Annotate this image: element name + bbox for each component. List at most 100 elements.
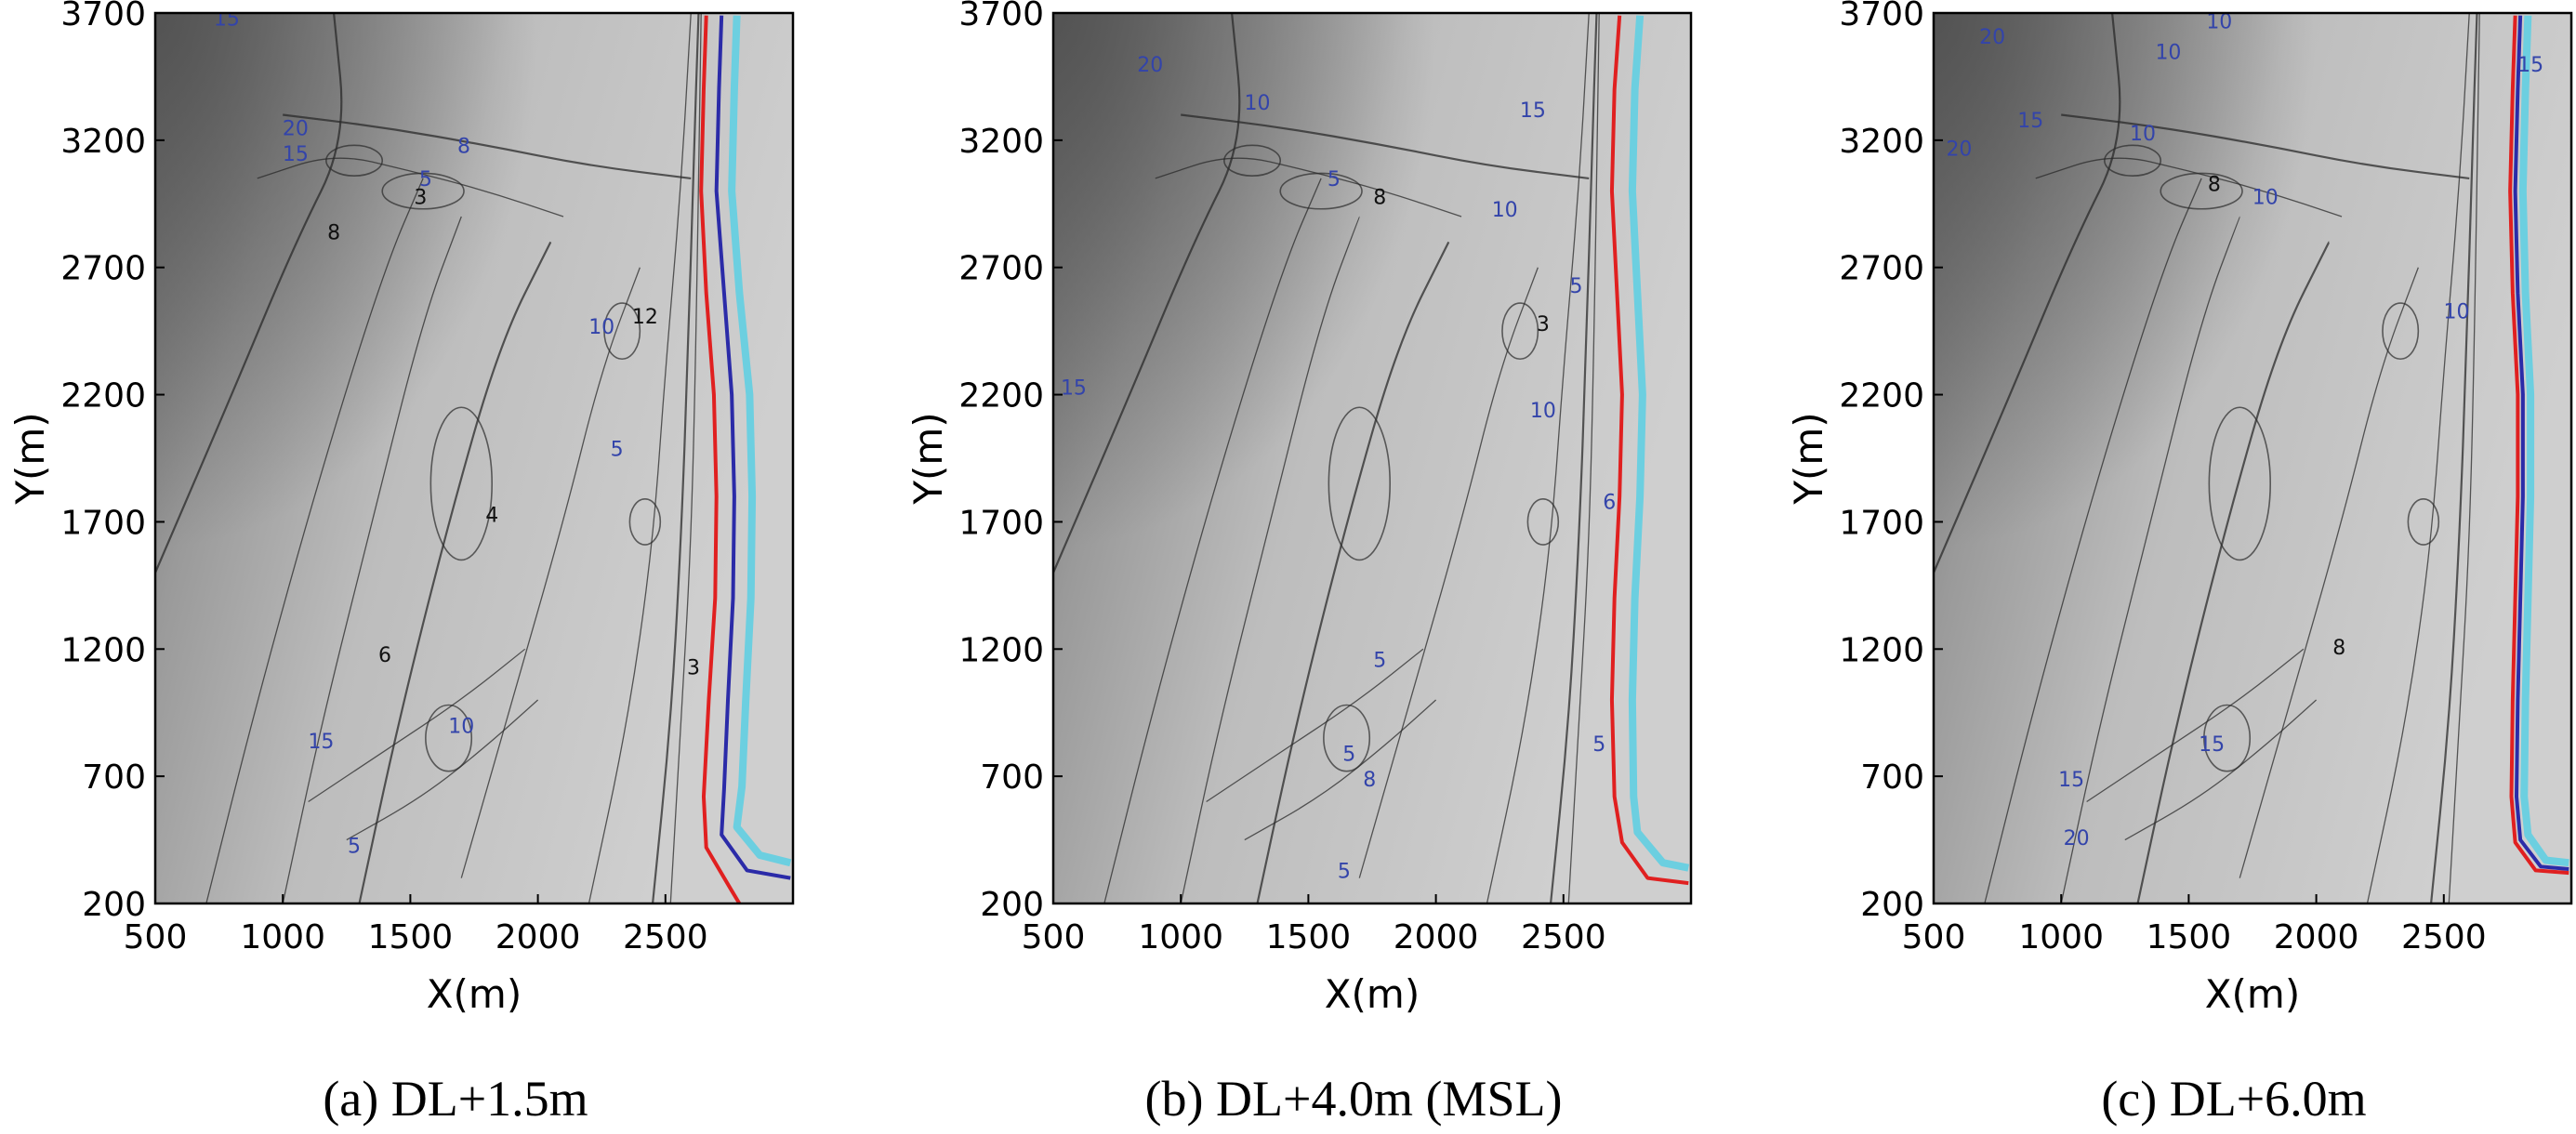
y-tick-label: 2700: [1839, 250, 1924, 288]
contour-label: 10: [588, 316, 614, 339]
shoal-contour: [381, 172, 465, 210]
contour-label: 20: [283, 117, 309, 140]
shoal-contour: [2104, 144, 2162, 177]
shoal-contour: [603, 302, 641, 361]
contour-label: 5: [1338, 861, 1351, 884]
contour-line: [1549, 13, 1598, 903]
contour-label: 8: [1363, 769, 1376, 792]
y-tick-label: 1700: [1839, 504, 1924, 542]
x-tick-label: 2500: [2401, 918, 2487, 956]
plot-frame: [1932, 11, 2573, 905]
contour-label: 3: [414, 186, 427, 209]
contour-label: 10: [1530, 400, 1556, 423]
contour-line: [1181, 113, 1590, 180]
contour-line: [1206, 648, 1424, 803]
panel-caption: (a) DL+1.5m: [323, 1071, 588, 1127]
x-tick-label: 500: [124, 918, 188, 956]
deep-water-shade: [155, 13, 793, 903]
contour-label: 15: [1520, 99, 1546, 123]
panel-caption: (b) DL+4.0m (MSL): [1145, 1071, 1563, 1127]
plot-frame: [153, 11, 795, 905]
y-tick-label: 3700: [1839, 0, 1924, 33]
y-tick-label: 700: [980, 758, 1044, 797]
contour-label: 8: [327, 222, 340, 245]
x-tick-label: 2500: [623, 918, 708, 956]
y-tick-label: 700: [82, 758, 146, 797]
shoreline-blue: [714, 15, 791, 880]
shoreline-red: [2508, 15, 2569, 876]
contour-line: [669, 13, 702, 903]
contour-line: [205, 178, 424, 903]
x-tick-label: 2000: [1394, 918, 1479, 956]
contour-label: 8: [2208, 174, 2221, 197]
shoal-contour: [2203, 704, 2252, 772]
shoreline-cyan: [1628, 15, 1690, 872]
deep-water-shade: [1934, 13, 2571, 903]
shoreline-blue: [2513, 15, 2569, 872]
contour-label: 6: [378, 644, 391, 667]
shoal-contour: [2407, 497, 2440, 546]
plot-frame: [1051, 11, 1693, 905]
contour-label: 15: [308, 731, 334, 754]
y-tick-label: 1200: [1839, 631, 1924, 669]
y-tick-label: 200: [1860, 886, 1924, 924]
contour-label: 4: [485, 504, 498, 527]
shoreline-cyan: [2518, 15, 2569, 867]
x-axis-title: X(m): [2205, 971, 2300, 1017]
x-tick-label: 500: [1902, 918, 1966, 956]
y-tick-label: 3200: [1839, 123, 1924, 161]
x-tick-label: 2500: [1521, 918, 1606, 956]
shoal-contour: [429, 406, 494, 561]
panel-c: 20 15 20 10 10 10 10 8 15 10 8 15 15 20 500 1000 1500 200…: [1786, 0, 2573, 1127]
contour-label: 10: [2155, 41, 2181, 64]
contour-label: 20: [1137, 54, 1163, 77]
shoal-contour: [1279, 172, 1363, 210]
contour-line: [2366, 13, 2470, 903]
x-tick-label: 1500: [2147, 918, 2232, 956]
x-tick-label: 1500: [368, 918, 454, 956]
y-tick-label: 2200: [1839, 377, 1924, 415]
x-tick-label: 1000: [2018, 918, 2104, 956]
contour-line: [2136, 241, 2331, 903]
contour-label: 15: [2058, 769, 2084, 792]
x-tick-label: 2000: [2274, 918, 2359, 956]
shoal-contour: [1526, 497, 1560, 546]
x-tick-label: 1000: [1138, 918, 1223, 956]
y-axis-title: Y(m): [1786, 412, 1831, 505]
contour-line: [257, 157, 564, 218]
contour-label: 10: [448, 716, 474, 739]
panel-caption: (c) DL+6.0m: [2101, 1071, 2366, 1127]
shoal-contour: [425, 704, 473, 772]
contour-label: 3: [1537, 313, 1550, 336]
contour-line: [1358, 267, 1539, 878]
y-tick-label: 200: [980, 886, 1044, 924]
contour-label: 5: [1570, 275, 1583, 298]
contour-label: 8: [1373, 186, 1386, 209]
shoreline-red: [1609, 15, 1689, 886]
contour-label: 15: [214, 8, 240, 32]
contour-line: [155, 13, 343, 574]
y-axis-title: Y(m): [905, 412, 951, 505]
contour-label: 8: [457, 136, 470, 159]
contour-label: 15: [2517, 54, 2543, 77]
contour-line: [2035, 157, 2343, 218]
contour-label: 15: [2017, 110, 2043, 133]
contour-line: [282, 216, 462, 903]
contour-label: 10: [1492, 199, 1518, 222]
contour-line: [460, 267, 641, 878]
contour-label: 3: [687, 657, 700, 680]
contour-layer: 20 15 20 10 10 10 10 8 15 10 8 15 15 20: [1934, 13, 2569, 903]
y-tick-label: 1200: [958, 631, 1044, 669]
x-tick-label: 2000: [495, 918, 581, 956]
shoal-contour: [2208, 406, 2272, 561]
contour-line: [358, 241, 552, 903]
contour-label: 6: [1603, 492, 1616, 515]
contour-label: 5: [1592, 733, 1605, 757]
contour-line: [588, 13, 692, 903]
contour-line: [2086, 648, 2305, 803]
